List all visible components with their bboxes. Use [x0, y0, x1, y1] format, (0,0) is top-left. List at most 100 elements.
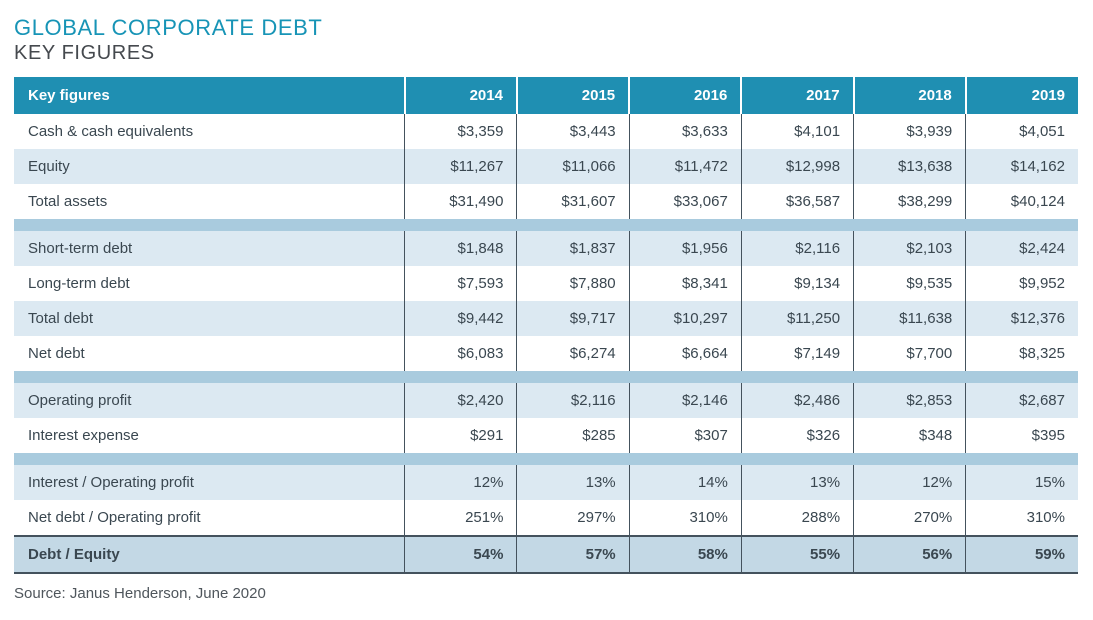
row-value: $1,837: [516, 231, 630, 267]
row-value: $2,853: [853, 383, 966, 419]
source-note: Source: Janus Henderson, June 2020: [14, 585, 266, 603]
column-header-year: 2014: [403, 77, 517, 115]
row-value: $8,341: [628, 266, 742, 302]
row-value: 12%: [853, 465, 966, 501]
row-value: $9,952: [965, 266, 1078, 302]
row-value: $2,486: [740, 383, 854, 419]
table-header: Key figures 2014 2015 2016 2017 2018 2019: [14, 77, 1078, 115]
group-spacer-cell: [14, 371, 1078, 384]
row-value: 310%: [628, 500, 742, 537]
row-label: Short-term debt: [28, 240, 133, 258]
table-row: Short-term debt $1,848 $1,837 $1,956 $2,116 $…: [14, 231, 1078, 267]
row-value: $7,149: [740, 336, 854, 372]
row-value: $3,633: [628, 114, 742, 150]
column-header-year: 2016: [628, 77, 742, 115]
row-value: $2,424: [965, 231, 1078, 267]
row-value: $1,956: [628, 231, 742, 267]
row-value: 56%: [853, 536, 966, 574]
group-spacer-row: [14, 453, 1078, 466]
row-value: 12%: [404, 465, 517, 501]
column-header-key-figures: Key figures: [14, 77, 405, 115]
row-value: $2,116: [516, 383, 630, 419]
row-value: $6,083: [404, 336, 517, 372]
row-value: 13%: [740, 465, 854, 501]
row-value: $6,664: [628, 336, 742, 372]
row-value: $12,998: [740, 149, 854, 185]
row-value: 310%: [965, 500, 1078, 537]
row-value: $11,066: [516, 149, 630, 185]
row-value: $11,472: [628, 149, 742, 185]
row-value: $36,587: [740, 184, 854, 220]
row-value: 297%: [516, 500, 630, 537]
row-label: Total assets: [28, 193, 108, 211]
page-subtitle: KEY FIGURES: [14, 42, 155, 65]
row-label: Debt / Equity: [28, 546, 120, 564]
row-value: $31,607: [516, 184, 630, 220]
row-value: 270%: [853, 500, 966, 537]
column-header-year: 2017: [740, 77, 854, 115]
row-value: $4,101: [740, 114, 854, 150]
row-value: $12,376: [965, 301, 1078, 337]
page: GLOBAL CORPORATE DEBT KEY FIGURES Key fi…: [14, 15, 1078, 603]
row-value: $33,067: [628, 184, 742, 220]
row-value: $3,939: [853, 114, 966, 150]
row-value: 59%: [965, 536, 1078, 574]
group-spacer-row: [14, 219, 1078, 232]
table-header-row: Key figures 2014 2015 2016 2017 2018 2019: [14, 77, 1078, 115]
row-value: $31,490: [404, 184, 517, 220]
row-value: $11,250: [740, 301, 854, 337]
row-value: $9,134: [740, 266, 854, 302]
row-label: Interest expense: [28, 427, 139, 445]
row-value: $2,103: [853, 231, 966, 267]
row-value: $3,443: [516, 114, 630, 150]
row-value: $8,325: [965, 336, 1078, 372]
row-label: Operating profit: [28, 392, 132, 410]
row-value: $307: [628, 418, 742, 454]
row-value: $14,162: [965, 149, 1078, 185]
table-row: Interest / Operating profit 12% 13% 14% 13% 1…: [14, 465, 1078, 501]
row-value: $13,638: [853, 149, 966, 185]
column-header-year: 2015: [515, 77, 630, 115]
row-value: 54%: [404, 536, 517, 574]
page-title: GLOBAL CORPORATE DEBT: [14, 15, 323, 40]
table-row: Debt / Equity 54% 57% 58% 55% 56% 59%: [14, 536, 1078, 574]
key-figures-table: Key figures 2014 2015 2016 2017 2018 2019 Cash…: [14, 77, 1078, 574]
row-value: $2,116: [740, 231, 854, 267]
row-value: 14%: [628, 465, 742, 501]
row-value: $2,146: [628, 383, 742, 419]
row-value: $326: [740, 418, 854, 454]
table-row: Equity $11,267 $11,066 $11,472 $12,998 $13,63…: [14, 149, 1078, 185]
row-value: $1,848: [404, 231, 517, 267]
row-label: Long-term debt: [28, 275, 130, 293]
row-label: Cash & cash equivalents: [28, 123, 194, 141]
row-value: $285: [516, 418, 630, 454]
group-spacer-cell: [14, 219, 1078, 232]
row-value: $7,880: [516, 266, 630, 302]
group-spacer-cell: [14, 453, 1078, 466]
table-row: Interest expense $291 $285 $307 $326 $348 $395: [14, 418, 1078, 454]
row-value: $40,124: [965, 184, 1078, 220]
row-value: $4,051: [965, 114, 1078, 150]
row-value: 55%: [740, 536, 854, 574]
row-label: Equity: [28, 158, 70, 176]
row-label: Total debt: [28, 310, 94, 328]
row-value: $11,267: [404, 149, 517, 185]
row-label: Interest / Operating profit: [28, 474, 194, 492]
row-value: $395: [965, 418, 1078, 454]
row-value: $3,359: [404, 114, 517, 150]
table-row: Total debt $9,442 $9,717 $10,297 $11,250 $11,…: [14, 301, 1078, 337]
group-spacer-row: [14, 371, 1078, 384]
row-value: 57%: [516, 536, 630, 574]
column-header-year: 2018: [852, 77, 966, 115]
column-header-year: 2019: [964, 77, 1078, 115]
row-value: $2,420: [404, 383, 517, 419]
row-value: 251%: [404, 500, 517, 537]
row-value: $11,638: [853, 301, 966, 337]
table-body: Cash & cash equivalents $3,359 $3,443 $3,63…: [14, 114, 1078, 574]
row-value: 58%: [628, 536, 742, 574]
table-row: Cash & cash equivalents $3,359 $3,443 $3,63…: [14, 114, 1078, 150]
row-value: $9,442: [404, 301, 517, 337]
table-row: Total assets $31,490 $31,607 $33,067 $36,587…: [14, 184, 1078, 220]
table-row: Operating profit $2,420 $2,116 $2,146 $2,486…: [14, 383, 1078, 419]
row-value: $348: [853, 418, 966, 454]
